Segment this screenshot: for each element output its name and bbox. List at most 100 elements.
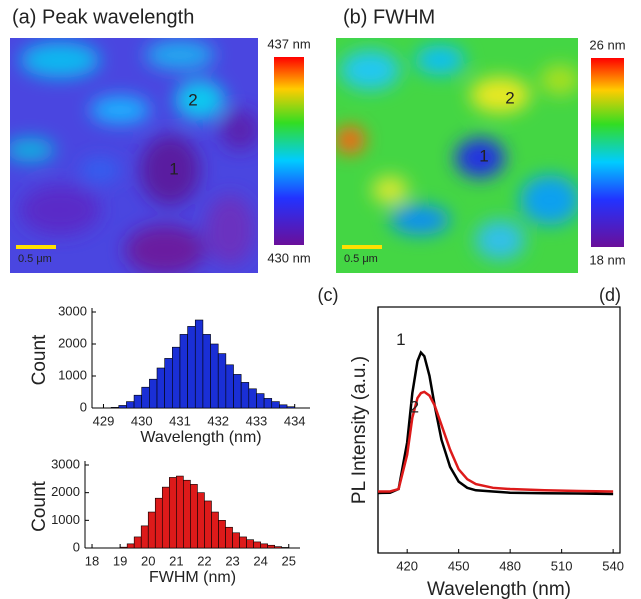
x-tick-label: 23 xyxy=(225,553,239,568)
x-tick-label: 21 xyxy=(169,553,183,568)
x-tick-label: 540 xyxy=(602,558,624,573)
y-tick-label: 0 xyxy=(80,399,87,414)
bar xyxy=(256,393,265,409)
bar xyxy=(225,526,233,549)
bar xyxy=(197,492,205,549)
y-tick-label: 1000 xyxy=(58,367,87,382)
y-tick-label: 1000 xyxy=(51,512,80,527)
bar xyxy=(156,367,165,409)
map-annotation: 1 xyxy=(479,146,488,165)
colorbar-label: 437 nm xyxy=(267,36,310,51)
x-tick-label: 420 xyxy=(396,558,418,573)
y-axis-label: Count xyxy=(29,480,50,531)
map-annotation: 2 xyxy=(505,88,514,107)
y-axis-label: Count xyxy=(29,334,50,385)
bar xyxy=(286,406,296,409)
x-tick-label: 430 xyxy=(131,413,153,428)
line xyxy=(378,390,614,493)
bar xyxy=(141,386,150,409)
scale-bar-label: 0.5 μm xyxy=(18,253,52,265)
map-title: (b) FWHM xyxy=(343,6,435,28)
x-axis-label: Wavelength (nm) xyxy=(140,429,261,446)
bar xyxy=(248,388,257,409)
y-tick-label: 3000 xyxy=(58,303,87,318)
panel-label: (c) xyxy=(318,285,339,305)
map-annotation: 2 xyxy=(188,90,197,109)
bar xyxy=(225,364,234,409)
x-tick-label: 25 xyxy=(282,553,296,568)
bar xyxy=(211,511,219,549)
bar xyxy=(179,334,188,409)
x-tick-label: 480 xyxy=(499,558,521,573)
colorbar xyxy=(274,57,304,245)
panel-label: (d) xyxy=(599,285,621,305)
colorbar-label: 26 nm xyxy=(589,37,625,52)
x-tick-label: 20 xyxy=(141,553,155,568)
x-tick-label: 24 xyxy=(253,553,267,568)
bar xyxy=(239,536,247,549)
bar xyxy=(190,484,198,549)
bar xyxy=(210,343,219,409)
fwhm-map xyxy=(336,38,578,273)
scale-bar xyxy=(342,245,382,249)
x-axis-label: FWHM (nm) xyxy=(149,569,236,586)
x-tick-label: 431 xyxy=(169,413,191,428)
bar xyxy=(176,475,184,549)
bar xyxy=(154,497,163,549)
bar xyxy=(172,346,181,409)
bar xyxy=(149,378,158,409)
bar xyxy=(118,405,127,409)
x-tick-label: 429 xyxy=(93,413,115,428)
scale-bar-label: 0.5 μm xyxy=(344,253,378,265)
peak-map xyxy=(10,38,258,273)
bar xyxy=(169,477,177,549)
bar xyxy=(133,394,143,409)
bar xyxy=(267,544,276,549)
bar xyxy=(161,486,170,549)
bar xyxy=(133,536,142,549)
bar xyxy=(164,358,173,409)
bar xyxy=(281,547,290,549)
bar xyxy=(110,407,120,409)
bar xyxy=(232,532,240,549)
bar xyxy=(183,479,191,549)
bar xyxy=(218,520,226,549)
bar xyxy=(119,546,128,549)
bar xyxy=(126,543,135,549)
bar xyxy=(246,539,254,549)
line xyxy=(377,350,614,496)
bar xyxy=(253,541,261,549)
series-label: 1 xyxy=(396,330,405,349)
y-axis-label: PL Intensity (a.u.) xyxy=(349,356,370,504)
bar xyxy=(204,500,212,549)
x-tick-label: 510 xyxy=(551,558,573,573)
bar xyxy=(187,326,196,409)
map-annotation: 1 xyxy=(169,159,178,178)
y-tick-label: 0 xyxy=(73,539,80,554)
x-tick-label: 19 xyxy=(113,553,127,568)
colorbar xyxy=(591,58,624,247)
map-title: (a) Peak wavelength xyxy=(12,6,194,28)
x-tick-label: 450 xyxy=(448,558,470,573)
colorbar-label: 430 nm xyxy=(267,250,310,265)
bar xyxy=(279,404,288,409)
colorbar-label: 18 nm xyxy=(589,252,625,267)
bar xyxy=(140,525,149,549)
bar xyxy=(274,546,283,549)
y-tick-label: 2000 xyxy=(58,335,87,350)
series-label: 2 xyxy=(410,397,419,416)
bar xyxy=(240,382,250,409)
x-tick-label: 432 xyxy=(207,413,229,428)
bar xyxy=(202,334,211,409)
x-tick-label: 433 xyxy=(246,413,268,428)
bar xyxy=(194,319,204,409)
scale-bar xyxy=(16,245,56,249)
x-tick-label: 18 xyxy=(85,553,99,568)
bar xyxy=(233,374,242,409)
y-tick-label: 3000 xyxy=(51,456,80,471)
bar xyxy=(217,353,227,409)
plot-frame xyxy=(377,306,621,554)
y-tick-label: 2000 xyxy=(51,484,80,499)
bar xyxy=(126,401,135,409)
